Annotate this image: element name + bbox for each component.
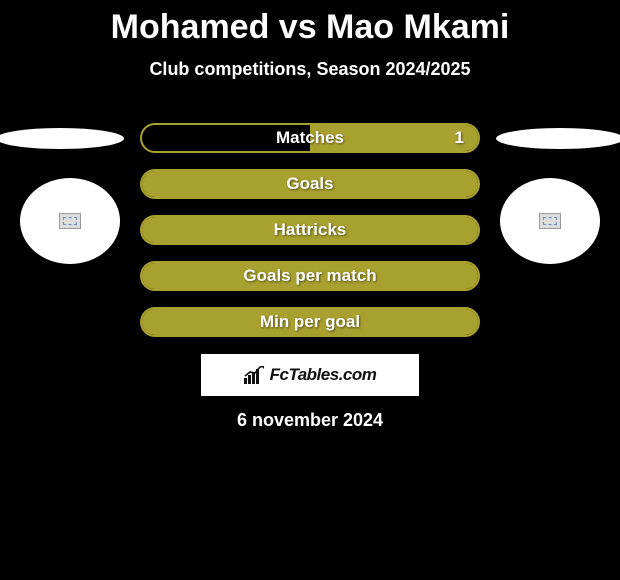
stat-label: Goals	[286, 174, 333, 194]
player-left-avatar	[20, 178, 120, 264]
stat-row: Goals	[140, 169, 480, 199]
stat-label: Matches	[276, 128, 344, 148]
stat-label: Min per goal	[260, 312, 360, 332]
stat-row: Hattricks	[140, 215, 480, 245]
stats-table: Matches 1 Goals Hattricks Goals per match Min…	[140, 123, 480, 337]
stat-row: Min per goal	[140, 307, 480, 337]
stat-value-right: 1	[455, 128, 464, 148]
brand-badge: FcTables.com	[201, 354, 419, 396]
decor-ellipse-left	[0, 128, 124, 149]
stat-label: Hattricks	[274, 220, 347, 240]
brand-text: FcTables.com	[270, 365, 377, 385]
date-text: 6 november 2024	[0, 410, 620, 431]
stat-label: Goals per match	[243, 266, 376, 286]
flag-placeholder-icon	[59, 213, 81, 229]
decor-ellipse-right	[496, 128, 620, 149]
player-right-avatar	[500, 178, 600, 264]
page-title: Mohamed vs Mao Mkami	[0, 0, 620, 47]
flag-placeholder-icon	[539, 213, 561, 229]
stat-row: Matches 1	[140, 123, 480, 153]
stat-row: Goals per match	[140, 261, 480, 291]
subtitle: Club competitions, Season 2024/2025	[0, 59, 620, 80]
chart-icon	[244, 366, 266, 384]
infographic-container: Mohamed vs Mao Mkami Club competitions, …	[0, 0, 620, 580]
